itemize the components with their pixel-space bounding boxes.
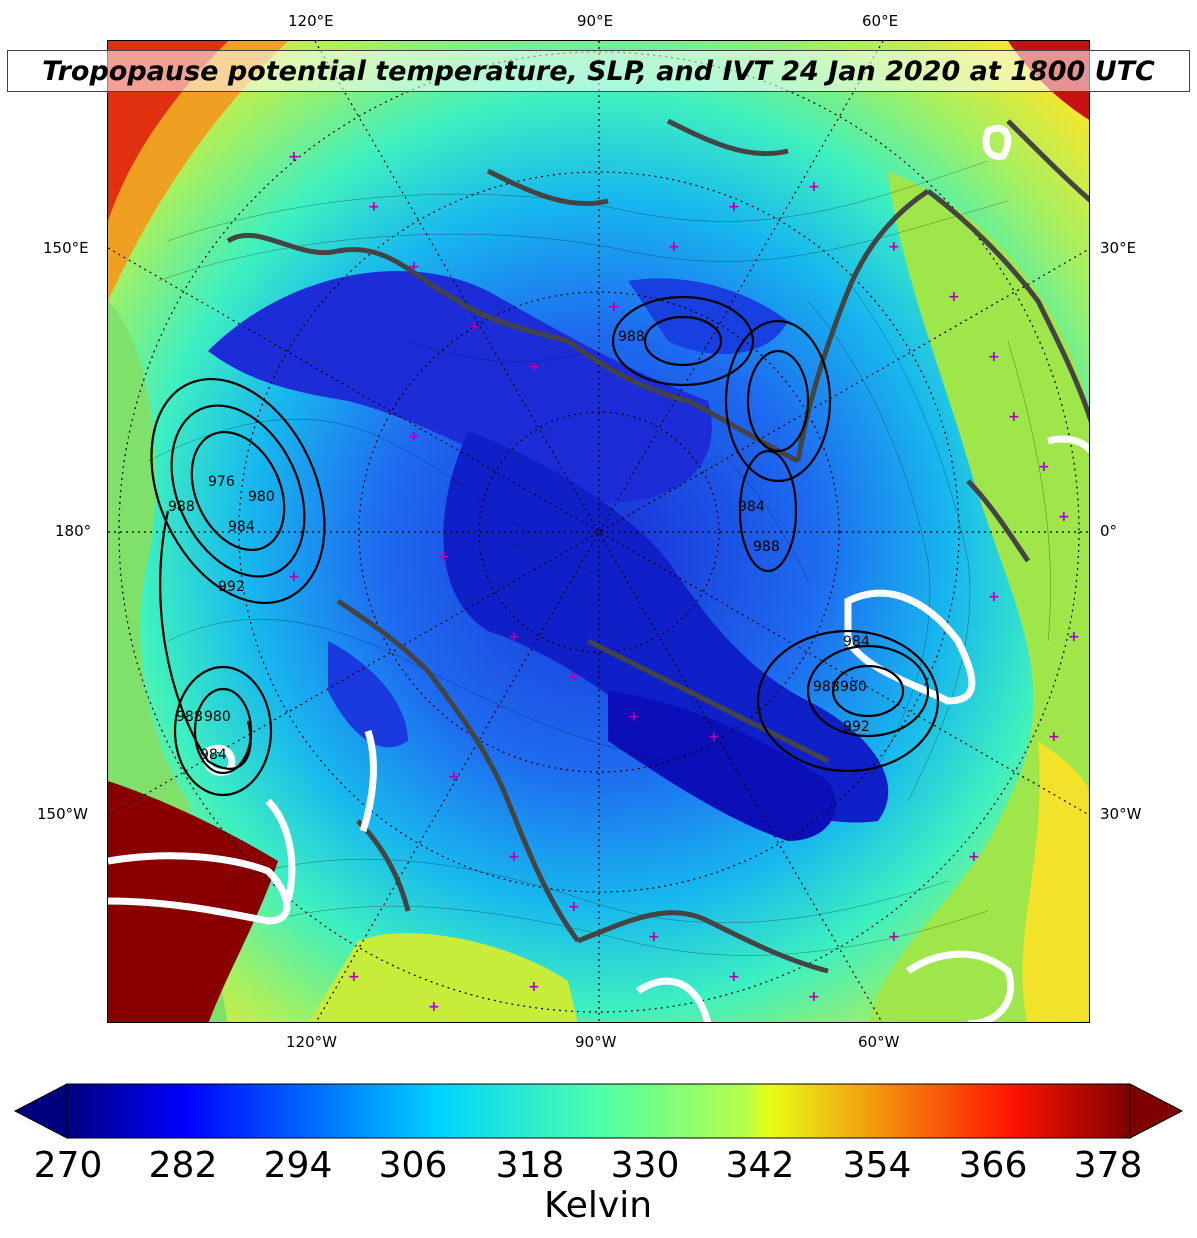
svg-text:+: +	[988, 589, 1000, 605]
svg-text:+: +	[808, 179, 820, 195]
theta-region-subtropical-atlantic	[1022, 741, 1089, 1022]
svg-text:+: +	[528, 359, 540, 375]
lon-label-right-30e: 30°E	[1100, 239, 1137, 257]
svg-text:+: +	[438, 549, 450, 565]
station-markers: +++ +++ +++ +++ +++ +++ +++ +++ +++ +++ …	[288, 149, 1080, 1015]
svg-text:+: +	[808, 989, 820, 1005]
slp-contours	[150, 295, 940, 797]
slp-label: 984	[738, 499, 765, 515]
map-panel: + + + + + + + + + + + + + + + + + + + + + + + + + + + + + + …	[107, 40, 1090, 1023]
svg-text:+: +	[568, 899, 580, 915]
svg-text:+: +	[368, 199, 380, 215]
svg-text:+: +	[888, 239, 900, 255]
colorbar-tick: 342	[725, 1145, 795, 1186]
slp-label: 984	[228, 519, 255, 535]
slp-labels: 988 976 980 984 992 988 980 984 988 984 …	[168, 329, 870, 763]
svg-text:+: +	[1068, 629, 1080, 645]
title-box: Tropopause potential temperature, SLP, a…	[7, 50, 1190, 92]
slp-label: 976	[208, 474, 235, 490]
colorbar-tick: 294	[263, 1145, 333, 1186]
svg-text:+: +	[668, 239, 680, 255]
slp-label: 988	[813, 679, 840, 695]
lon-label-bottom-60w: 60°W	[858, 1033, 900, 1051]
slp-label: 988	[176, 709, 203, 725]
svg-text:+: +	[708, 729, 720, 745]
svg-text:+: +	[968, 849, 980, 865]
polar-vortex-lobe-siberia	[208, 271, 712, 503]
lon-label-left-150w: 150°W	[37, 805, 88, 823]
slp-label: 984	[843, 634, 870, 650]
svg-text:+: +	[1008, 409, 1020, 425]
colorbar-tick: 366	[958, 1145, 1028, 1186]
colorbar-tick: 318	[495, 1145, 565, 1186]
svg-text:+: +	[288, 569, 300, 585]
svg-text:+: +	[1038, 459, 1050, 475]
tropopause-theta-map: +++ +++ +++ +++ +++ +++ +++ +++ +++ +++ …	[108, 41, 1089, 1022]
slp-label: 980	[248, 489, 275, 505]
svg-text:+: +	[348, 969, 360, 985]
svg-text:+: +	[408, 429, 420, 445]
svg-text:+: +	[448, 769, 460, 785]
slp-label: 988	[618, 329, 645, 345]
theta-region-nw-orange	[108, 41, 288, 301]
slp-label: 988	[753, 539, 780, 555]
svg-text:+: +	[1048, 729, 1060, 745]
colorbar-tick: 330	[610, 1145, 680, 1186]
svg-text:+: +	[508, 849, 520, 865]
ivt-contours	[108, 125, 1089, 1022]
svg-text:+: +	[728, 969, 740, 985]
lon-label-right-0: 0°	[1100, 522, 1118, 540]
slp-label: 992	[843, 719, 870, 735]
svg-text:+: +	[568, 669, 580, 685]
svg-text:+: +	[628, 709, 640, 725]
lon-label-bottom-90w: 90°W	[575, 1033, 617, 1051]
theta-region-atlantic	[868, 171, 1089, 1022]
slp-label: 988	[168, 499, 195, 515]
svg-text:+: +	[508, 629, 520, 645]
theta-region-subtropical-pacific	[108, 781, 278, 1022]
svg-text:+: +	[728, 199, 740, 215]
slp-label: 980	[204, 709, 231, 725]
lon-label-top-90e: 90°E	[577, 12, 614, 30]
colorbar-tick: 270	[33, 1145, 103, 1186]
slp-label: 980	[840, 679, 867, 695]
svg-text:+: +	[888, 929, 900, 945]
colorbar-tick: 306	[378, 1145, 448, 1186]
slp-label: 992	[218, 579, 245, 595]
svg-text:+: +	[988, 349, 1000, 365]
slp-label: 984	[200, 747, 227, 763]
theta-region-us	[309, 933, 578, 1022]
polar-vortex-lobe-alaska	[328, 641, 408, 748]
coastlines	[226, 118, 1089, 974]
lon-label-left-150e: 150°E	[43, 239, 89, 257]
svg-text:+: +	[408, 259, 420, 275]
colorbar-tick: 354	[842, 1145, 912, 1186]
svg-text:+: +	[288, 149, 300, 165]
colorbar-extend-min	[13, 1083, 68, 1139]
svg-text:+: +	[948, 289, 960, 305]
lon-label-bottom-120w: 120°W	[286, 1033, 337, 1051]
svg-text:+: +	[648, 929, 660, 945]
polar-vortex-lobe-baffin	[608, 691, 836, 841]
polar-vortex-lobe-arctic	[443, 431, 889, 823]
colorbar-tick: 378	[1073, 1145, 1143, 1186]
svg-text:+: +	[428, 999, 440, 1015]
svg-text:+: +	[1058, 509, 1070, 525]
colorbar-extend-max	[1129, 1083, 1184, 1139]
svg-text:+: +	[468, 319, 480, 335]
colorbar	[13, 1083, 1184, 1139]
lon-label-top-120e: 120°E	[288, 12, 334, 30]
lon-label-top-60e: 60°E	[862, 12, 899, 30]
colorbar-label: Kelvin	[543, 1185, 653, 1226]
map-title: Tropopause potential temperature, SLP, a…	[42, 55, 1155, 87]
lon-label-left-180: 180°	[55, 522, 92, 540]
svg-text:+: +	[608, 299, 620, 315]
lon-label-right-30w: 30°W	[1100, 805, 1142, 823]
svg-text:+: +	[528, 979, 540, 995]
colorbar-tick: 282	[148, 1145, 218, 1186]
colorbar-gradient	[66, 1083, 1131, 1139]
